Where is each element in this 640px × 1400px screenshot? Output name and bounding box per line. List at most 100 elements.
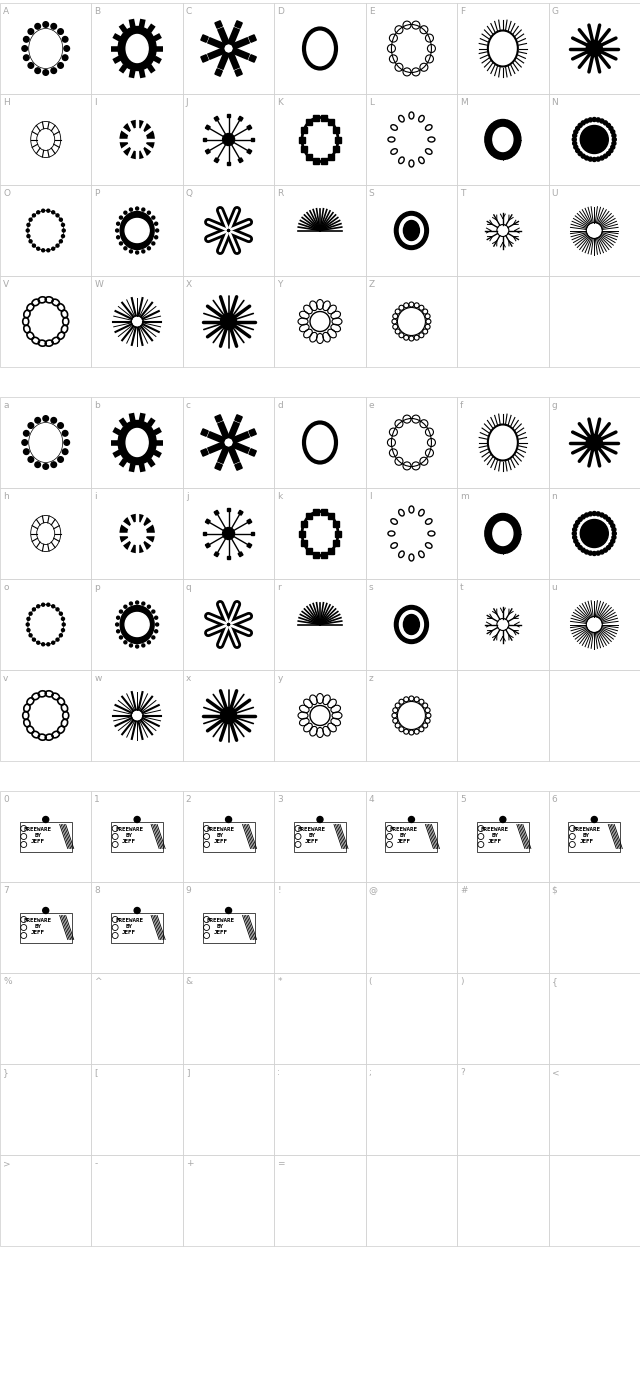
Ellipse shape [399, 217, 424, 245]
Circle shape [29, 634, 32, 637]
Bar [20, 822, 72, 851]
Circle shape [42, 249, 45, 252]
Text: n: n [552, 491, 557, 501]
Circle shape [129, 251, 132, 253]
Bar [321, 552, 327, 559]
Bar [203, 822, 255, 851]
Text: Q: Q [186, 189, 193, 197]
Circle shape [120, 636, 122, 638]
Ellipse shape [493, 127, 513, 151]
Circle shape [147, 246, 150, 249]
Text: BY: BY [217, 924, 224, 930]
Circle shape [611, 130, 615, 134]
Bar [183, 882, 275, 973]
Text: !: ! [277, 886, 281, 895]
Bar [568, 822, 620, 851]
Bar [333, 540, 339, 546]
Circle shape [225, 816, 232, 823]
Bar [333, 521, 339, 526]
Bar [111, 913, 163, 942]
Text: FREEWARE: FREEWARE [572, 827, 600, 832]
Bar [306, 154, 312, 160]
Text: p: p [95, 582, 100, 592]
Circle shape [36, 641, 40, 644]
Bar [92, 3, 183, 94]
Circle shape [61, 224, 65, 227]
Bar [183, 398, 275, 489]
Text: K: K [277, 98, 283, 106]
Bar [0, 398, 92, 489]
Ellipse shape [120, 120, 154, 158]
Text: z: z [369, 673, 374, 683]
Circle shape [62, 36, 68, 42]
Circle shape [584, 119, 589, 123]
Text: #: # [460, 886, 468, 895]
Text: 7: 7 [3, 886, 9, 895]
Circle shape [596, 552, 600, 556]
Bar [365, 94, 457, 185]
Bar [275, 973, 365, 1064]
Text: $: $ [552, 886, 557, 895]
Circle shape [581, 515, 585, 519]
Bar [0, 276, 92, 367]
Text: FREEWARE: FREEWARE [207, 827, 235, 832]
Text: 6: 6 [552, 795, 557, 804]
Text: JEFF: JEFF [305, 839, 319, 844]
Circle shape [124, 605, 127, 608]
Circle shape [609, 148, 613, 153]
Circle shape [22, 46, 28, 52]
Circle shape [35, 462, 40, 468]
Text: O: O [3, 189, 10, 197]
Circle shape [408, 816, 415, 823]
Bar [183, 1155, 275, 1246]
Circle shape [124, 246, 127, 249]
Bar [275, 580, 365, 671]
Circle shape [51, 67, 56, 73]
Bar [457, 398, 548, 489]
Text: JEFF: JEFF [31, 839, 45, 844]
Text: +: + [186, 1159, 193, 1168]
Circle shape [142, 209, 145, 211]
Circle shape [33, 214, 35, 217]
Bar [313, 158, 319, 164]
Bar [457, 185, 548, 276]
Bar [92, 276, 183, 367]
Circle shape [120, 610, 122, 613]
Text: FREEWARE: FREEWARE [115, 918, 143, 923]
Text: V: V [3, 280, 9, 288]
Text: [: [ [95, 1068, 98, 1077]
Bar [183, 671, 275, 762]
Bar [457, 1155, 548, 1246]
Bar [0, 580, 92, 671]
Circle shape [28, 63, 34, 69]
Bar [92, 882, 183, 973]
Bar [457, 973, 548, 1064]
Text: JEFF: JEFF [579, 839, 593, 844]
Text: *: * [277, 977, 282, 986]
Bar [457, 1064, 548, 1155]
Circle shape [136, 645, 139, 648]
Bar [328, 547, 334, 554]
Text: :: : [277, 1068, 280, 1077]
Text: y: y [277, 673, 283, 683]
Circle shape [592, 552, 596, 556]
Text: W: W [95, 280, 103, 288]
Text: JEFF: JEFF [488, 839, 502, 844]
Circle shape [223, 528, 235, 539]
Circle shape [580, 126, 608, 154]
Bar [333, 127, 339, 133]
Circle shape [611, 524, 615, 528]
Bar [457, 276, 548, 367]
Circle shape [58, 29, 63, 35]
Circle shape [574, 524, 578, 528]
Circle shape [573, 141, 577, 146]
Bar [275, 489, 365, 580]
Circle shape [317, 816, 323, 823]
Bar [301, 127, 307, 133]
Circle shape [612, 137, 616, 141]
Circle shape [62, 230, 65, 232]
Circle shape [225, 907, 232, 914]
Circle shape [43, 416, 49, 421]
Text: 2: 2 [186, 795, 191, 804]
Bar [183, 276, 275, 367]
